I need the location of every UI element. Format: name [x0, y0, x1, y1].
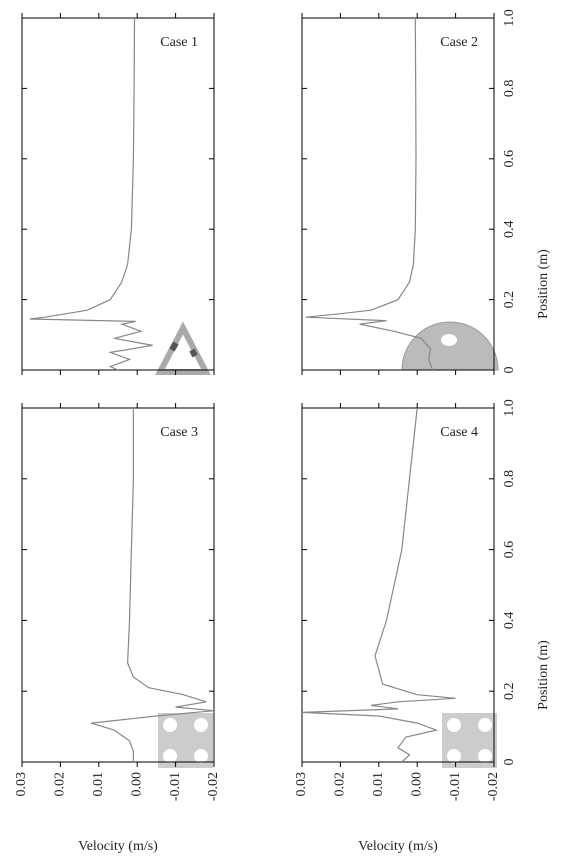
- x-tick-label: 0.4: [502, 612, 517, 630]
- triangle-icon: [160, 328, 206, 372]
- sphere-icon: [402, 322, 498, 370]
- plot-frame: [302, 18, 494, 370]
- velocity-line: [306, 18, 433, 370]
- y-axis-label: Velocity (m/s): [358, 839, 438, 854]
- panel-title: Case 2: [440, 35, 478, 50]
- plot-frame: [22, 408, 214, 762]
- x-tick-label: 0.8: [502, 80, 517, 98]
- x-tick-label: 0: [502, 367, 517, 374]
- plot-frame: [22, 18, 214, 370]
- x-tick-label: 0.6: [502, 150, 517, 168]
- square-icon: [442, 713, 497, 768]
- panel-title: Case 1: [160, 35, 198, 50]
- velocity-line: [30, 18, 153, 370]
- x-tick-label: 0.4: [502, 220, 517, 238]
- y-tick-label: -0.02: [486, 772, 501, 801]
- x-tick-label: 0.8: [502, 470, 517, 488]
- y-tick-label: 0.01: [371, 772, 386, 797]
- y-tick-label: 0.00: [129, 772, 144, 797]
- x-axis-label: Position (m): [536, 249, 551, 319]
- y-tick-label: 0.02: [53, 772, 68, 797]
- y-tick-label: 0.03: [294, 772, 309, 797]
- x-axis-label: Position (m): [536, 640, 551, 710]
- y-tick-label: -0.01: [448, 772, 463, 801]
- y-tick-label: 0.00: [409, 772, 424, 797]
- y-tick-label: 0.03: [14, 772, 29, 797]
- x-tick-label: 1.0: [502, 399, 517, 417]
- y-axis-label: Velocity (m/s): [78, 839, 158, 854]
- x-tick-label: 1.0: [502, 9, 517, 27]
- velocity-line: [302, 408, 456, 762]
- x-tick-label: 0.6: [502, 541, 517, 559]
- y-tick-label: -0.02: [206, 772, 221, 801]
- panel-title: Case 3: [160, 425, 198, 440]
- figure: Case 1 0 0.2 0.4 0.6 0.8 1.0 Case 2 Position (m)…: [0, 0, 562, 859]
- square-icon: [158, 713, 213, 768]
- panel-title: Case 4: [440, 425, 478, 440]
- y-tick-label: -0.01: [168, 772, 183, 801]
- x-tick-label: 0.2: [502, 682, 517, 700]
- x-tick-label: 0.2: [502, 291, 517, 309]
- y-tick-label: 0.02: [333, 772, 348, 797]
- y-tick-label: 0.01: [91, 772, 106, 797]
- velocity-line: [91, 408, 214, 762]
- x-tick-label: 0: [502, 759, 517, 766]
